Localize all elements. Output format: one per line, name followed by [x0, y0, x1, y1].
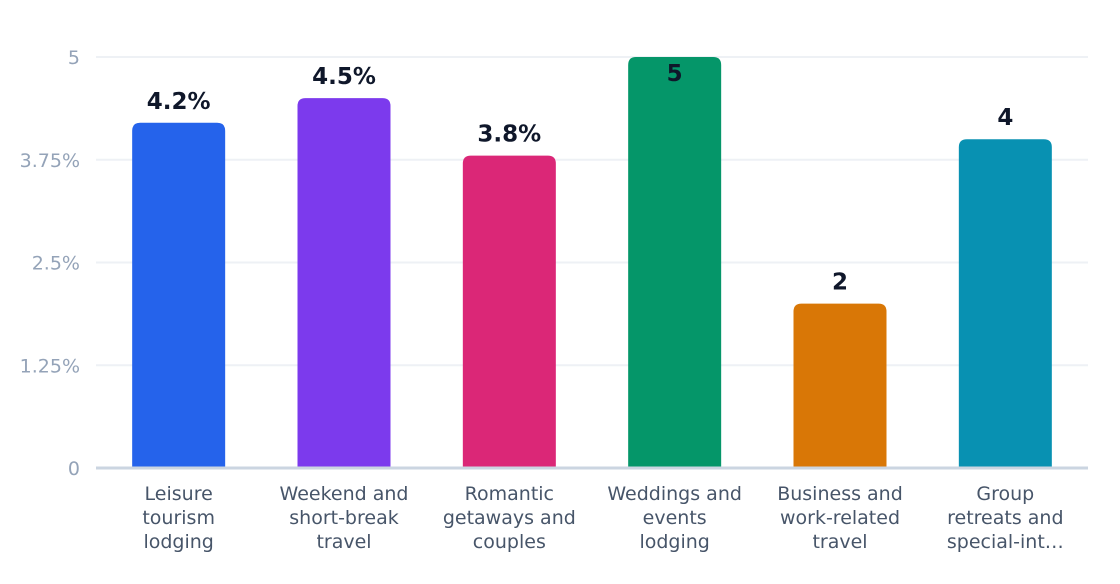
- bar: [462, 155, 556, 468]
- x-tick-label: Business and work-related travel: [777, 483, 903, 553]
- gridlines: [96, 56, 1088, 367]
- data-labels: 4.2% 4.5% 3.8% 5 2 4: [147, 61, 1014, 296]
- data-label: 4: [997, 105, 1013, 131]
- data-label: 4.2%: [147, 89, 211, 115]
- x-tick-label: Weekend and short-break travel: [280, 483, 409, 553]
- bar: [132, 122, 226, 468]
- x-tick-label: Leisure tourism lodging: [142, 483, 215, 553]
- bars: [132, 57, 1052, 468]
- data-label: 2: [832, 270, 848, 296]
- x-tick-label-line: work-related: [780, 507, 900, 529]
- data-label: 3.8%: [477, 122, 541, 148]
- data-label: 4.5%: [312, 64, 376, 90]
- x-tick-label-line: Romantic: [465, 483, 554, 505]
- x-tick-label-line: special-int…: [947, 531, 1064, 553]
- y-axis-ticks: 0 1.25% 2.5% 3.75% 5: [20, 47, 80, 480]
- x-tick-label-line: travel: [316, 531, 371, 553]
- y-tick-label: 5: [68, 47, 80, 69]
- y-tick-label: 3.75%: [20, 150, 80, 172]
- y-tick-label: 2.5%: [32, 253, 80, 275]
- x-tick-label-line: lodging: [143, 531, 213, 553]
- x-tick-label: Group retreats and special-int…: [947, 483, 1064, 553]
- bar: [297, 98, 391, 468]
- x-tick-label-line: Weekend and: [280, 483, 409, 505]
- x-tick-label-line: events: [643, 507, 707, 529]
- x-tick-label-line: Weddings and: [607, 483, 742, 505]
- x-tick-label-line: getaways and: [443, 507, 576, 529]
- x-tick-label-line: Group: [976, 483, 1034, 505]
- bar: [628, 57, 722, 468]
- x-tick-label-line: short-break: [289, 507, 398, 529]
- data-label: 5: [667, 61, 683, 87]
- bar: [793, 303, 887, 468]
- x-tick-label-line: lodging: [639, 531, 709, 553]
- y-tick-label: 1.25%: [20, 355, 80, 377]
- x-tick-label: Romantic getaways and couples: [443, 483, 576, 553]
- x-tick-label-line: Leisure: [145, 483, 213, 505]
- bar: [958, 139, 1052, 468]
- x-tick-label-line: Business and: [777, 483, 903, 505]
- x-tick-label-line: travel: [812, 531, 867, 553]
- x-tick-label: Weddings and events lodging: [607, 483, 742, 553]
- x-tick-label-line: tourism: [142, 507, 215, 529]
- y-tick-label: 0: [68, 458, 80, 480]
- x-tick-label-line: retreats and: [947, 507, 1063, 529]
- x-tick-label-line: couples: [473, 531, 546, 553]
